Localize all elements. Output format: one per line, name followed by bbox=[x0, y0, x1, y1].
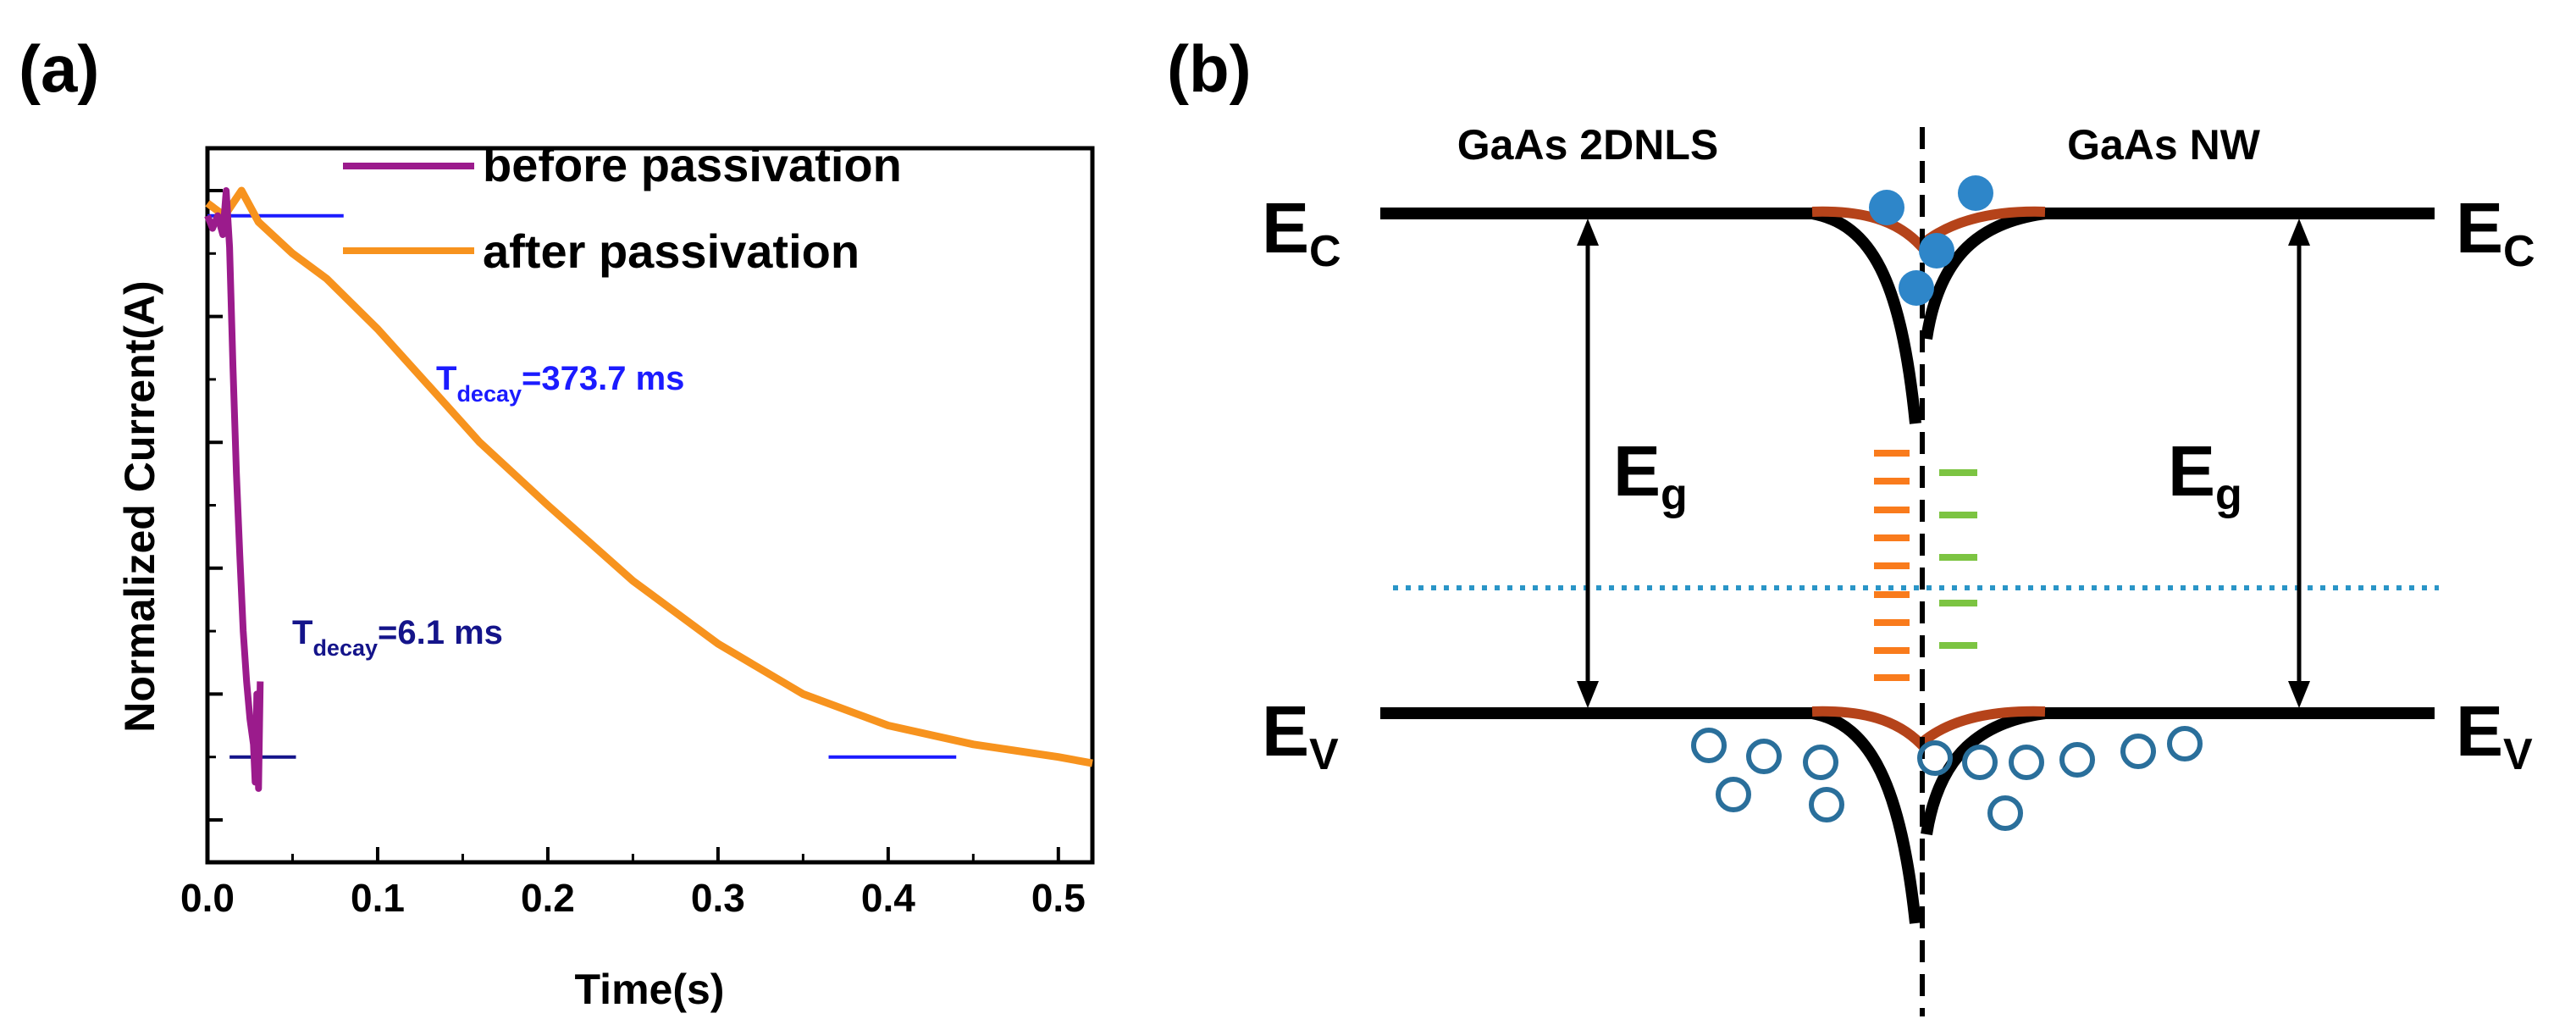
hole bbox=[2167, 726, 2203, 761]
annotation-decay-before: Tdecay=6.1 ms bbox=[292, 614, 503, 661]
valence-band-dip bbox=[1810, 707, 2046, 924]
decay-chart: 0.0 0.1 0.2 0.3 0.4 0.5 Time(s) Normalized Cu… bbox=[116, 138, 1095, 1013]
x-tick-label: 0.4 bbox=[861, 876, 915, 920]
annotation-before-sub: decay bbox=[312, 635, 378, 661]
ev-label-left: EV bbox=[1262, 691, 1339, 779]
electrons bbox=[1869, 175, 1993, 306]
x-tick-label: 0.2 bbox=[521, 876, 575, 920]
annotation-before-value: =6.1 ms bbox=[378, 614, 503, 651]
right-material-label: GaAs NW bbox=[2067, 121, 2261, 169]
y-axis-label: Normalized Current(A) bbox=[116, 280, 163, 732]
ec-label-left: EC bbox=[1262, 188, 1341, 276]
annotation-before-main: T bbox=[292, 614, 312, 651]
x-axis-label: Time(s) bbox=[575, 966, 725, 1013]
annotation-decay-after: Tdecay=373.7 ms bbox=[436, 360, 684, 407]
hole bbox=[1746, 739, 1782, 774]
annotation-after-main: T bbox=[436, 360, 456, 397]
x-axis-ticks bbox=[206, 847, 1060, 862]
eg-arrow-right bbox=[2288, 219, 2310, 708]
hole bbox=[1716, 777, 1751, 812]
eg-label-left: Eg bbox=[1613, 431, 1688, 519]
legend-label-after: after passivation bbox=[483, 224, 860, 278]
eg-label-right: Eg bbox=[2168, 431, 2242, 519]
band-diagram: GaAs 2DNLS GaAs NW EC EC EV EV bbox=[1262, 121, 2535, 1016]
x-axis-tick-labels: 0.0 0.1 0.2 0.3 0.4 0.5 bbox=[180, 876, 1086, 920]
ev-label-right: EV bbox=[2456, 691, 2533, 779]
hole bbox=[1809, 787, 1844, 822]
annotation-after-sub: decay bbox=[456, 381, 522, 407]
panel-a-label: (a) bbox=[19, 31, 99, 106]
electron bbox=[1919, 233, 1954, 269]
x-tick-label: 0.3 bbox=[691, 876, 745, 920]
panel-b-label: (b) bbox=[1167, 31, 1252, 106]
electron bbox=[1899, 270, 1934, 306]
hole bbox=[1691, 728, 1727, 763]
eg-arrow-left bbox=[1577, 219, 1599, 708]
x-tick-label: 0.1 bbox=[351, 876, 405, 920]
x-tick-label: 0.0 bbox=[180, 876, 235, 920]
legend-label-before: before passivation bbox=[483, 138, 902, 191]
hole bbox=[1987, 795, 2023, 831]
hole bbox=[2059, 742, 2095, 778]
series-after-passivation-line bbox=[205, 186, 1093, 767]
interface-traps-left bbox=[1874, 450, 1910, 681]
legend: before passivation after passivation bbox=[343, 138, 902, 278]
electron bbox=[1958, 175, 1993, 211]
y-axis-ticks bbox=[207, 189, 223, 822]
electron bbox=[1869, 190, 1904, 225]
hole bbox=[2009, 745, 2044, 780]
annotation-after-value: =373.7 ms bbox=[522, 360, 684, 397]
hole bbox=[1962, 745, 1998, 780]
hole bbox=[2120, 734, 2156, 769]
interface-traps-right bbox=[1939, 469, 1977, 649]
hole bbox=[1917, 740, 1953, 776]
x-tick-label: 0.5 bbox=[1031, 876, 1086, 920]
holes bbox=[1691, 726, 2203, 831]
conduction-band-dip bbox=[1810, 208, 2046, 424]
left-material-label: GaAs 2DNLS bbox=[1457, 121, 1718, 169]
hole bbox=[1803, 745, 1838, 780]
series-before-passivation-line bbox=[204, 187, 264, 792]
ec-label-right: EC bbox=[2456, 188, 2535, 276]
decay-reference-lines bbox=[207, 213, 957, 759]
